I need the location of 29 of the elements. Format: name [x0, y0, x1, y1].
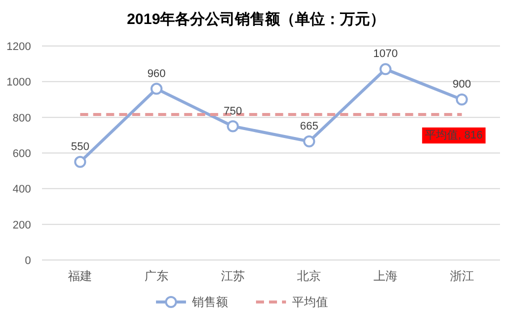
point — [74, 156, 86, 168]
data-label: 550 — [70, 140, 90, 153]
chart-title: 2019年各分公司销售额（单位：万元） — [126, 10, 386, 28]
data-label: 750 — [224, 105, 242, 118]
annotation: 平均值, 816 — [425, 129, 483, 142]
y-tick-label: 600 — [12, 148, 31, 160]
y-tick-label: 200 — [12, 219, 31, 232]
data-label: 665 — [300, 120, 318, 132]
legend-label: 平均值 — [292, 295, 328, 309]
x-tick-label: 江苏 — [220, 269, 245, 283]
y-tick-label: 1200 — [6, 41, 31, 53]
point — [303, 135, 316, 148]
y-tick-label: 800 — [12, 112, 31, 124]
x-tick-label: 浙江 — [450, 269, 474, 283]
data-label: 1070 — [373, 48, 398, 60]
x-tick-label: 福建 — [68, 269, 92, 283]
point — [150, 82, 162, 95]
data-label: 900 — [452, 78, 472, 90]
y-tick-label: 400 — [12, 184, 31, 196]
y-tick-label: 0 — [24, 255, 31, 267]
point — [226, 120, 239, 132]
x-tick-label: 广东 — [144, 269, 168, 283]
x-tick-label: 北京 — [297, 269, 322, 283]
legend-label: 销售额 — [191, 295, 228, 309]
point — [380, 63, 392, 76]
y-tick-label: 1000 — [6, 76, 31, 89]
x-tick-label: 上海 — [374, 269, 398, 283]
data-label: 960 — [147, 68, 166, 80]
point — [456, 94, 468, 106]
